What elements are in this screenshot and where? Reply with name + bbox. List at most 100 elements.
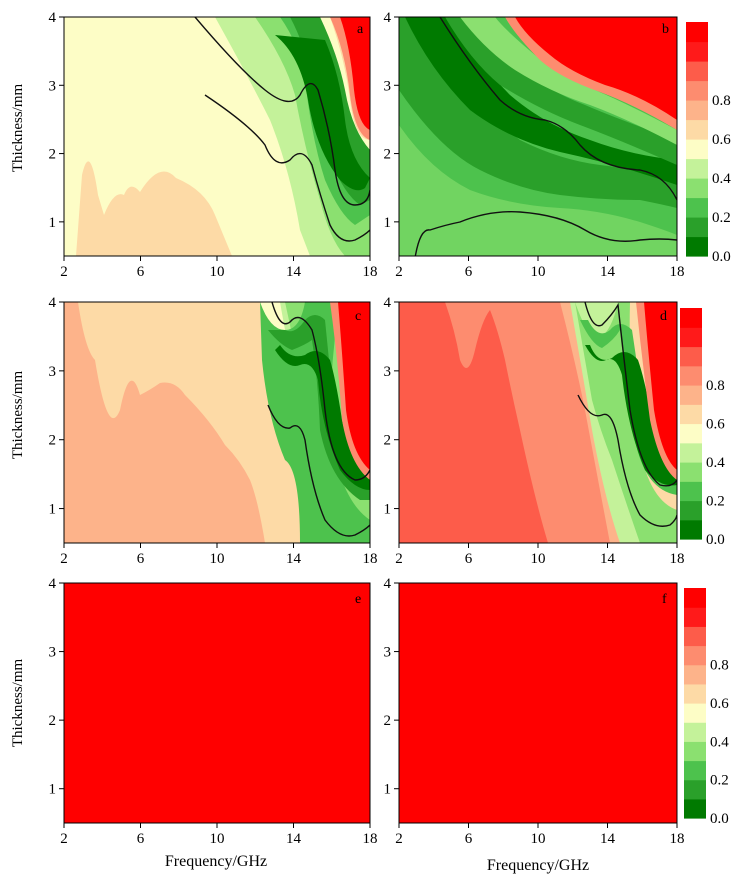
- x-axis-label-right: Frequency/GHz: [487, 857, 589, 874]
- colorbar-segment: [686, 158, 708, 179]
- colorbar-segment: [680, 365, 702, 386]
- colorbar-tick-label: 0.8: [706, 378, 725, 394]
- x-tick-label: 14: [600, 264, 616, 280]
- x-tick-label: 18: [363, 831, 378, 847]
- colorbar-segment: [680, 442, 702, 463]
- y-tick-label: 1: [384, 502, 392, 518]
- y-tick-label: 3: [384, 645, 392, 661]
- colorbar-2: 0.0 0.2 0.4 0.6 0.8: [680, 308, 725, 548]
- panel-b: b: [398, 16, 678, 257]
- colorbar-segment: [680, 519, 702, 540]
- colorbar-tick-label: 0.6: [706, 417, 725, 433]
- panel-f-heatmap: [398, 582, 678, 824]
- x-tick-label: 18: [670, 264, 685, 280]
- colorbar-tick-label: 0.4: [710, 734, 729, 750]
- x-tick-label: 2: [60, 831, 68, 847]
- x-tick-label: 10: [210, 551, 225, 567]
- colorbar-tick-label: 0.6: [712, 132, 731, 148]
- x-tick-label: 14: [286, 831, 302, 847]
- y-tick-label: 3: [384, 78, 392, 94]
- colorbar-segment: [686, 22, 708, 43]
- y-tick-label: 1: [384, 782, 392, 798]
- y-tick-label: 1: [49, 215, 57, 231]
- panel-a: a: [63, 16, 371, 257]
- y-tick-label: 4: [384, 295, 392, 311]
- y-tick-label: 4: [49, 576, 57, 592]
- colorbar-segment: [686, 236, 708, 257]
- panel-c-label: c: [355, 309, 361, 324]
- x-tick-label: 6: [137, 831, 145, 847]
- colorbar-segment: [680, 327, 702, 348]
- x-axis-label-left: Frequency/GHz: [165, 853, 267, 870]
- colorbar-segment: [686, 119, 708, 140]
- y-tick-label: 1: [384, 215, 392, 231]
- x-tick-label: 2: [395, 264, 403, 280]
- colorbar-tick-label: 0.8: [712, 93, 731, 109]
- y-tick-label: 3: [384, 364, 392, 380]
- colorbar-segment: [684, 645, 706, 666]
- y-tick-label: 2: [384, 433, 392, 449]
- x-tick-label: 14: [286, 551, 302, 567]
- x-tick-label: 6: [465, 551, 473, 567]
- colorbar-tick-label: 0.0: [710, 811, 729, 827]
- colorbar-segment: [680, 308, 702, 328]
- colorbar-tick-label: 0.2: [710, 773, 729, 789]
- colorbar-tick-label: 0.4: [706, 455, 725, 471]
- y-tick-label: 1: [49, 502, 57, 518]
- colorbar-segment: [684, 683, 706, 704]
- colorbar-segment: [686, 41, 708, 62]
- panel-e-heatmap: [63, 582, 371, 824]
- panel-e: e: [63, 582, 371, 824]
- y-axis-label-row2: Thickness/mm: [10, 371, 26, 460]
- x-tick-label: 18: [670, 551, 685, 567]
- colorbar-segment: [684, 722, 706, 742]
- x-tick-label: 6: [465, 264, 473, 280]
- panel-c-heatmap: [64, 302, 370, 543]
- y-tick-label: 4: [384, 576, 392, 592]
- panel-f-label: f: [662, 592, 667, 607]
- colorbar-segment: [680, 423, 702, 444]
- panel-d-label: d: [660, 309, 667, 324]
- x-tick-label: 14: [600, 551, 616, 567]
- y-tick-label: 2: [384, 713, 392, 729]
- colorbar-segment: [686, 100, 708, 121]
- y-tick-label: 3: [49, 364, 57, 380]
- x-tick-label: 2: [395, 831, 403, 847]
- colorbar-segment: [684, 703, 706, 723]
- colorbar-segment: [686, 80, 708, 101]
- colorbar-segment: [680, 404, 702, 425]
- x-tick-label: 6: [465, 831, 473, 847]
- panel-b-heatmap: [399, 17, 677, 256]
- x-tick-label: 10: [531, 264, 546, 280]
- y-tick-label: 3: [49, 645, 57, 661]
- x-tick-label: 10: [210, 831, 225, 847]
- panel-d-heatmap: [399, 302, 677, 543]
- colorbar-segment: [686, 61, 708, 82]
- y-axis-label-row1: Thickness/mm: [10, 84, 26, 173]
- y-tick-label: 4: [49, 295, 57, 311]
- x-tick-label: 10: [531, 831, 546, 847]
- colorbar-tick-label: 0.4: [712, 171, 731, 187]
- panel-b-label: b: [662, 22, 669, 37]
- x-tick-label: 6: [137, 551, 145, 567]
- colorbar-segment: [680, 385, 702, 405]
- colorbar-segment: [686, 217, 708, 238]
- x-tick-label: 2: [60, 551, 68, 567]
- x-tick-label: 10: [210, 264, 225, 280]
- y-tick-label: 2: [384, 147, 392, 163]
- y-axis-label-row3: Thickness/mm: [10, 659, 26, 748]
- colorbar-tick-label: 0.2: [706, 494, 725, 510]
- x-tick-label: 6: [137, 264, 145, 280]
- colorbar-3: 0.0 0.2 0.4 0.6 0.8: [684, 588, 729, 827]
- panel-c: c: [63, 301, 371, 544]
- x-tick-label: 18: [363, 551, 378, 567]
- x-tick-label: 2: [395, 551, 403, 567]
- x-tick-label: 14: [286, 264, 302, 280]
- y-tick-label: 1: [49, 782, 57, 798]
- panel-a-heatmap: [64, 17, 370, 256]
- colorbar-1: 0.0 0.2 0.4 0.6 0.8: [686, 22, 731, 265]
- colorbar-tick-label: 0.0: [712, 249, 731, 265]
- y-tick-label: 2: [49, 147, 57, 163]
- colorbar-tick-label: 0.8: [710, 658, 729, 674]
